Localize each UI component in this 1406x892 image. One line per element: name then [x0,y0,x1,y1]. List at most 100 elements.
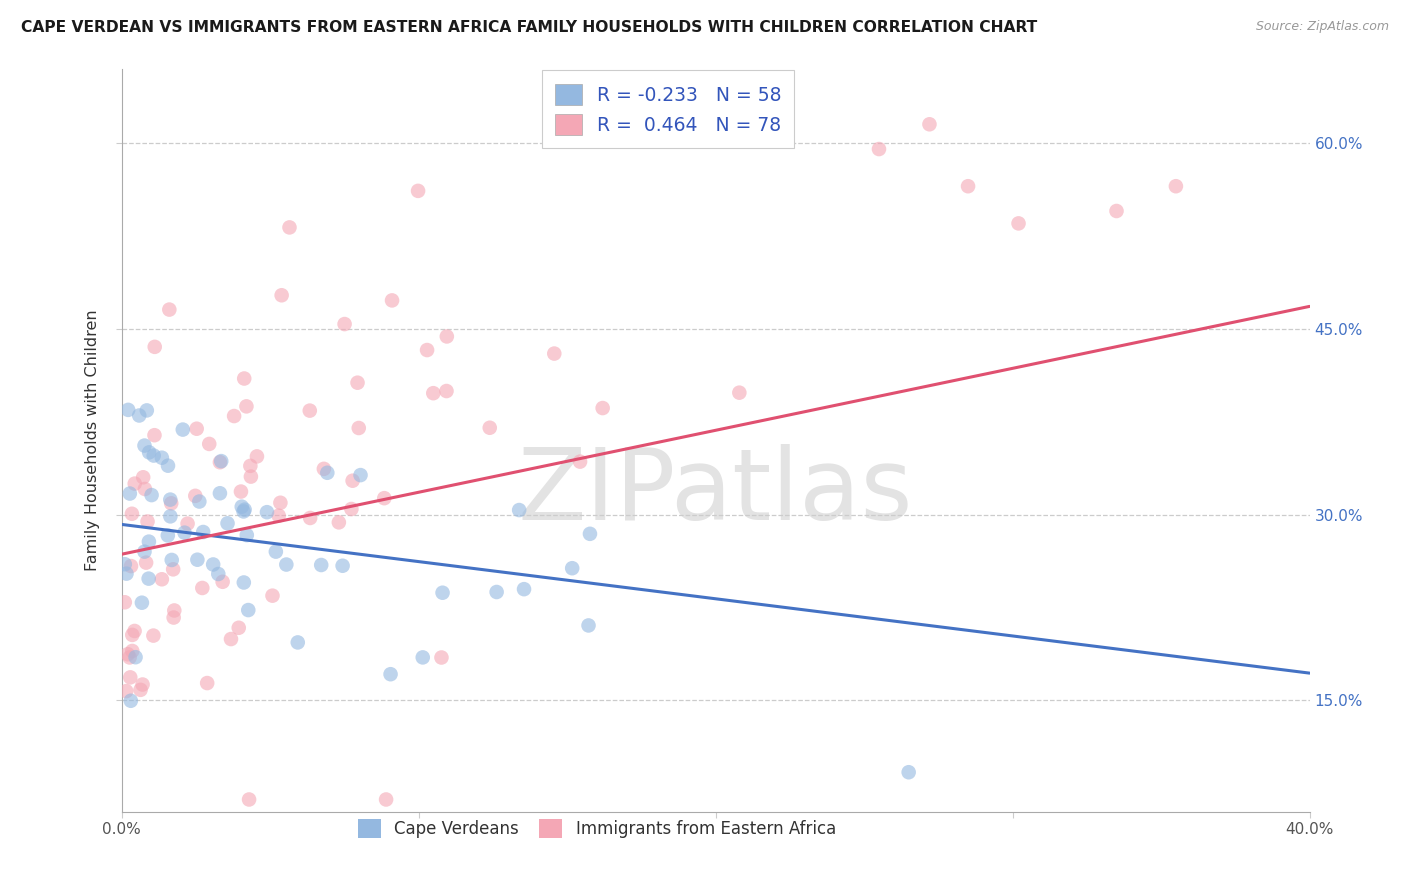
Point [312,462,335,476]
Point [231,500,253,514]
Point [132,470,155,484]
Point [138,572,160,586]
Point [1007,216,1029,230]
Point [543,346,565,360]
Point [143,340,166,354]
Point [287,635,309,649]
Point [513,582,536,596]
Point [232,575,254,590]
Point [134,439,156,453]
Y-axis label: Family Households with Children: Family Households with Children [86,310,100,571]
Point [238,603,260,617]
Point [561,561,583,575]
Point [436,384,458,398]
Point [129,682,152,697]
Point [202,558,225,572]
Point [236,528,259,542]
Point [134,544,156,558]
Point [138,445,160,459]
Point [209,454,232,468]
Point [172,423,194,437]
Point [208,455,231,469]
Point [121,644,143,658]
Point [156,528,179,542]
Point [728,385,751,400]
Point [141,488,163,502]
Point [246,450,269,464]
Point [162,562,184,576]
Point [143,428,166,442]
Point [120,559,142,574]
Point [436,329,458,343]
Point [142,629,165,643]
Point [195,676,218,690]
Point [592,401,614,415]
Point [897,765,920,780]
Point [569,455,592,469]
Point [957,179,980,194]
Point [232,504,254,518]
Point [298,403,321,417]
Point [309,558,332,572]
Point [208,486,231,500]
Point [239,469,262,483]
Point [478,421,501,435]
Point [117,647,139,661]
Point [332,558,354,573]
Point [578,618,600,632]
Point [115,566,138,581]
Point [235,400,257,414]
Point [128,409,150,423]
Point [229,484,252,499]
Point [156,458,179,473]
Point [239,458,262,473]
Point [176,516,198,531]
Point [299,511,322,525]
Point [193,524,215,539]
Point [136,515,159,529]
Point [316,466,339,480]
Point [120,670,142,684]
Point [157,302,180,317]
Point [347,421,370,435]
Point [120,694,142,708]
Point [124,624,146,638]
Point [184,489,207,503]
Point [349,468,371,483]
Point [117,403,139,417]
Point [150,450,173,465]
Point [432,585,454,599]
Point [160,553,183,567]
Point [160,496,183,510]
Point [118,650,141,665]
Point [163,603,186,617]
Point [262,589,284,603]
Point [373,491,395,505]
Point [270,288,292,302]
Point [342,474,364,488]
Point [256,505,278,519]
Point [375,792,398,806]
Text: CAPE VERDEAN VS IMMIGRANTS FROM EASTERN AFRICA FAMILY HOUSEHOLDS WITH CHILDREN C: CAPE VERDEAN VS IMMIGRANTS FROM EASTERN … [21,20,1038,35]
Point [131,677,153,691]
Text: Source: ZipAtlas.com: Source: ZipAtlas.com [1256,20,1389,33]
Point [115,684,138,698]
Point [422,386,444,401]
Point [131,596,153,610]
Point [159,509,181,524]
Point [159,492,181,507]
Point [430,650,453,665]
Point [135,556,157,570]
Text: ZIPatlas: ZIPatlas [517,443,914,541]
Point [124,476,146,491]
Point [188,494,211,508]
Point [233,371,256,385]
Point [207,566,229,581]
Point [186,552,208,566]
Point [217,516,239,531]
Point [1164,179,1187,194]
Point [918,117,941,131]
Legend: Cape Verdeans, Immigrants from Eastern Africa: Cape Verdeans, Immigrants from Eastern A… [352,812,842,845]
Point [406,184,429,198]
Point [485,585,508,599]
